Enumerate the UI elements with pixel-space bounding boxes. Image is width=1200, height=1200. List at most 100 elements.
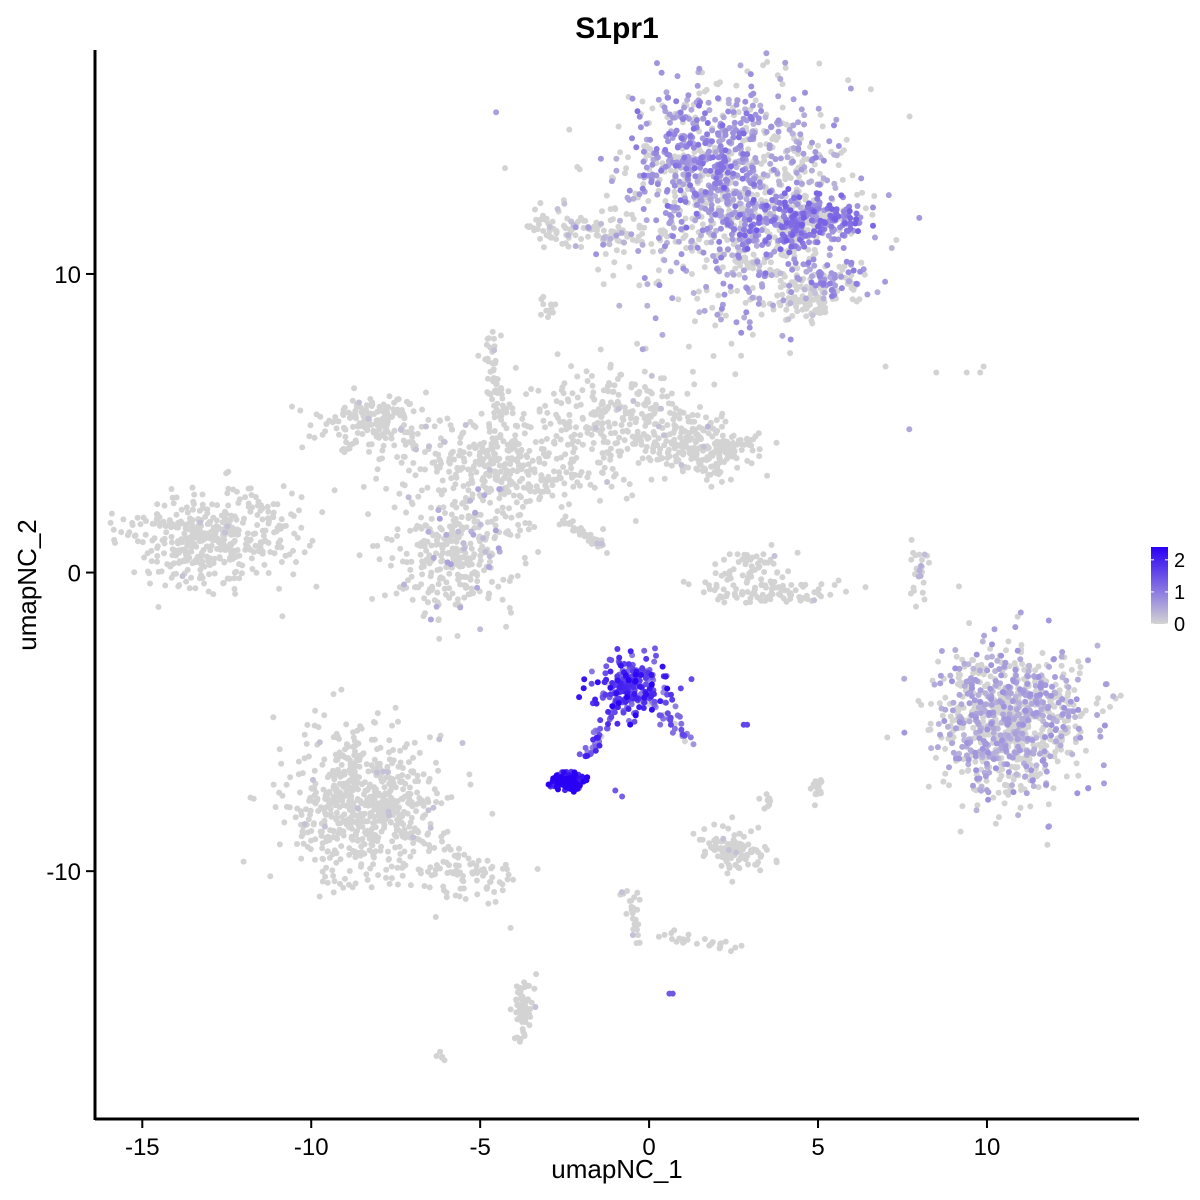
cell-point (293, 559, 299, 565)
cell-point (355, 740, 362, 747)
cell-point (392, 844, 399, 851)
cell-point (496, 462, 503, 469)
cell-point (492, 376, 499, 383)
cell-point (614, 376, 621, 382)
cell-point (480, 456, 487, 463)
cell-point (640, 181, 647, 187)
cell-point (538, 476, 545, 483)
cell-point (166, 517, 173, 524)
cell-point (397, 545, 404, 552)
cell-point (579, 441, 586, 448)
cell-point (648, 372, 655, 379)
cell-point (839, 176, 846, 183)
cell-point (808, 167, 815, 174)
cell-point (190, 498, 197, 505)
cell-point (557, 436, 564, 443)
cell-point (688, 237, 695, 244)
cell-point (400, 786, 407, 793)
cell-point (484, 389, 491, 396)
cell-point (446, 468, 453, 475)
cell-point (391, 410, 398, 416)
cell-point (319, 845, 326, 852)
cell-point (139, 539, 146, 546)
cell-point (583, 424, 590, 430)
cell-point (517, 527, 523, 534)
cell-point (989, 653, 995, 660)
cell-point (649, 105, 656, 112)
cell-point (779, 104, 786, 111)
cell-point (371, 736, 378, 743)
cell-point (469, 479, 476, 486)
cell-point (236, 496, 243, 503)
cell-point (626, 481, 633, 488)
cell-point (592, 424, 599, 431)
cell-point (696, 90, 703, 97)
cell-point (764, 472, 771, 479)
cell-point (342, 433, 349, 440)
cell-point (441, 438, 447, 445)
cell-point (645, 413, 651, 420)
cell-point (418, 564, 425, 571)
cell-point (146, 570, 153, 577)
cell-point (310, 821, 317, 828)
cell-point (451, 552, 458, 559)
cell-point (458, 524, 465, 531)
cell-point (537, 494, 544, 500)
cell-point (230, 486, 237, 493)
cell-point (499, 881, 506, 888)
cell-point (301, 755, 308, 762)
cell-point (741, 551, 748, 558)
cell-point (540, 244, 547, 251)
cell-point (514, 572, 521, 579)
cell-point (505, 455, 511, 462)
cell-point (366, 448, 372, 455)
cell-point (332, 414, 339, 420)
cell-point (729, 252, 736, 259)
cell-point (433, 531, 440, 538)
cell-point (990, 794, 997, 801)
cell-point (225, 502, 232, 509)
cell-point (1011, 660, 1018, 667)
cell-point (437, 566, 444, 573)
cell-point (833, 152, 840, 159)
cell-point (347, 414, 354, 421)
cell-point (222, 529, 228, 536)
cell-point (958, 701, 965, 708)
cell-point (210, 591, 217, 598)
cell-point (433, 759, 439, 766)
cell-point (301, 731, 308, 738)
cell-point (531, 469, 538, 476)
cell-point (351, 752, 358, 759)
cell-point (461, 582, 468, 589)
cell-point (764, 59, 771, 65)
cell-point (470, 465, 477, 472)
cell-point (913, 603, 919, 610)
cell-point (308, 785, 315, 792)
cell-point (528, 386, 535, 392)
cell-point (574, 164, 581, 170)
cell-point (544, 409, 551, 416)
cell-point (675, 296, 682, 303)
cell-point (780, 252, 786, 259)
cell-point (697, 435, 704, 442)
cell-point (270, 714, 277, 721)
cell-point (974, 802, 981, 809)
cell-point (531, 985, 538, 992)
cell-point (467, 781, 474, 788)
cell-point (966, 718, 973, 725)
cell-point (354, 796, 361, 802)
cell-point (377, 744, 384, 751)
cell-point (639, 346, 646, 353)
cell-point (688, 106, 695, 113)
cell-point (718, 478, 725, 485)
cell-point (680, 939, 686, 946)
cell-point (723, 858, 730, 865)
cell-point (494, 508, 501, 515)
cell-point (783, 121, 790, 128)
cell-point (428, 542, 435, 549)
cell-point (357, 420, 364, 427)
cell-point (126, 529, 133, 536)
cell-point (304, 843, 311, 850)
cell-point (262, 537, 269, 544)
cell-point (364, 876, 371, 883)
